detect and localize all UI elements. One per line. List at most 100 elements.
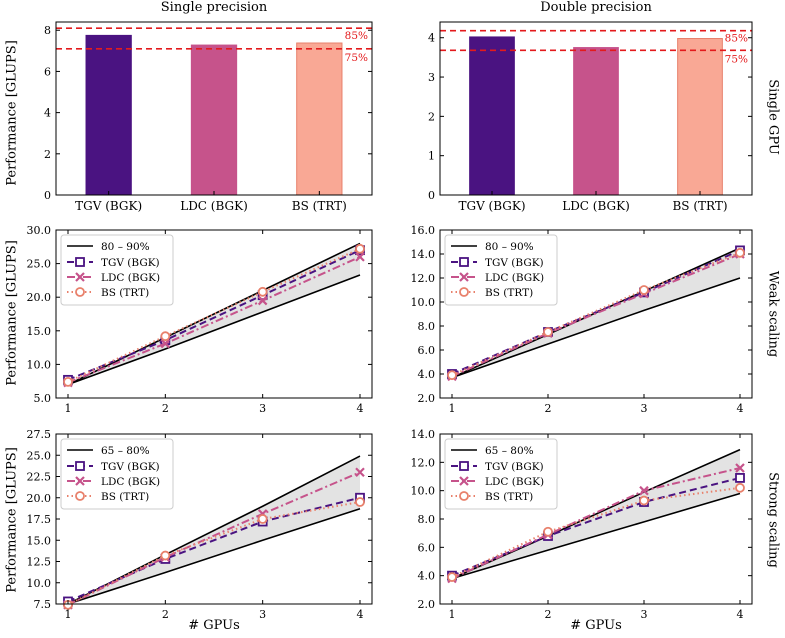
y-tick-label: 2 — [428, 110, 435, 123]
legend-label: LDC (BGK) — [101, 272, 160, 284]
point-bs-trt — [735, 482, 745, 493]
y-tick-label: 4.0 — [418, 368, 436, 381]
point-ldc-bgk — [355, 467, 365, 478]
y-tick-label: 16.0 — [411, 224, 436, 237]
y-tick-label: 20.0 — [27, 291, 52, 304]
series-line-tgv-bgk — [67, 249, 361, 381]
y-tick-label: 2 — [44, 148, 51, 161]
x-tick-label: TGV (BGK) — [75, 199, 142, 213]
x-tick-label: 2 — [162, 402, 169, 415]
x-tick-label: 3 — [641, 608, 648, 621]
axes-frame — [55, 229, 373, 399]
x-tick-label: LDC (BGK) — [562, 199, 630, 213]
legend-label-band: 80 – 90% — [485, 241, 534, 253]
y-tick-label: 12.0 — [411, 272, 436, 285]
legend-label: LDC (BGK) — [101, 476, 160, 488]
legend-label: TGV (BGK) — [101, 257, 160, 269]
x-tick-label: 3 — [641, 402, 648, 415]
band-lower-bound — [67, 508, 361, 605]
y-tick-label: 0 — [428, 189, 435, 202]
x-tick-label: TGV (BGK) — [458, 199, 525, 213]
y-tick-label: 2.0 — [418, 598, 436, 611]
x-tick-label: BS (TRT) — [672, 199, 727, 213]
y-tick-label: 25.0 — [27, 258, 52, 271]
band-upper-bound — [67, 242, 361, 386]
y-tick-label: 10.0 — [411, 485, 436, 498]
axes-frame — [439, 21, 753, 196]
legend-box — [60, 438, 174, 510]
legend: 65 – 80% TGV (BGK) LDC (BGK) BS (TRT) — [444, 438, 558, 510]
point-bs-trt — [355, 243, 365, 254]
point-bs-trt — [355, 497, 365, 507]
legend: 80 – 90% TGV (BGK) LDC (BGK) BS (TRT) — [60, 234, 174, 306]
point-bs-trt — [160, 331, 171, 342]
series-line-bs-trt — [451, 251, 741, 377]
y-tick-label: 8.0 — [418, 513, 436, 526]
x-tick-label: 4 — [737, 608, 744, 621]
legend-box — [444, 438, 558, 510]
column-title-single: Single precision — [160, 0, 268, 15]
legend-swatch-marker — [75, 476, 85, 486]
legend-box — [60, 234, 174, 306]
x-tick-label: 3 — [259, 608, 266, 621]
y-tick-label: 2.0 — [418, 392, 436, 405]
axes-frame — [55, 21, 373, 196]
y-tick-label: 30.0 — [27, 224, 52, 237]
y-tick-label: 8 — [44, 24, 51, 37]
point-ldc-bgk — [355, 252, 365, 262]
legend-swatch-marker — [459, 476, 469, 486]
bar-bs-trt- — [296, 42, 343, 196]
point-bs-trt — [257, 286, 268, 297]
legend-label: BS (TRT) — [101, 287, 149, 299]
y-tick-label: 3 — [428, 71, 435, 84]
series-line-ldc-bgk — [67, 255, 361, 384]
x-tick-label: BS (TRT) — [292, 199, 347, 213]
y-tick-label: 4 — [428, 32, 435, 45]
point-bs-trt — [639, 495, 649, 506]
legend-box — [444, 234, 558, 306]
y-tick-label: 20.0 — [27, 492, 52, 505]
legend-label: LDC (BGK) — [485, 272, 544, 284]
column-title-double: Double precision — [540, 0, 652, 15]
legend-swatch-marker — [459, 491, 469, 501]
point-bs-trt — [160, 550, 171, 561]
legend-label-band: 65 – 80% — [101, 445, 150, 457]
series-line-tgv-bgk — [451, 476, 741, 577]
y-tick-label: 6.0 — [418, 344, 436, 357]
y-tick-label: 5.0 — [34, 392, 52, 405]
series-line-tgv-bgk — [67, 496, 361, 603]
legend-swatch-marker — [75, 287, 85, 297]
panel-single-gpu-dp: TGV (BGK) LDC (BGK) BS (TRT) 85% 75% 0 1 2 3 4 — [428, 21, 753, 213]
x-tick-label: 2 — [162, 608, 169, 621]
y-tick-label: 15.0 — [27, 534, 52, 547]
y-tick-label: 12.5 — [27, 556, 52, 569]
x-tick-label: 1 — [449, 608, 456, 621]
y-tick-label: 25.0 — [27, 449, 52, 462]
point-bs-trt — [63, 376, 73, 387]
x-tick-label: 3 — [259, 402, 266, 415]
panel-strong-sp: 1 2 3 4 7.5 10.0 12.5 15.0 17.5 20.0 22.5 25.0 27.5 6… — [27, 428, 373, 621]
series-line-tgv-bgk — [451, 249, 741, 375]
legend-label: TGV (BGK) — [485, 461, 544, 473]
panel-strong-dp: 1 2 3 4 2.0 4.0 6.0 8.0 10.0 12.0 14.0 65 – 80% TGV … — [411, 428, 753, 621]
point-ldc-bgk — [735, 463, 745, 473]
y-tick-label: 27.5 — [27, 428, 52, 441]
y-tick-label: 6.0 — [418, 541, 436, 554]
legend-label: BS (TRT) — [101, 491, 149, 503]
point-bs-trt — [543, 526, 553, 537]
panel-weak-dp: 1 2 3 4 2.0 4.0 6.0 8.0 10.0 12.0 14.0 16.0 80 – 90%… — [411, 224, 753, 415]
x-tick-label: 1 — [65, 608, 72, 621]
legend-swatch-marker — [75, 491, 85, 501]
y-tick-label: 17.5 — [27, 513, 52, 526]
y-tick-label: 4.0 — [418, 570, 436, 583]
legend-swatch-marker — [459, 461, 469, 471]
axes-frame — [439, 433, 753, 605]
bar-bs-trt- — [677, 38, 723, 196]
legend-swatch-marker — [75, 272, 85, 282]
y-tick-label: 4 — [44, 107, 51, 120]
threshold-label: 85% — [345, 30, 368, 42]
band-lower-bound — [451, 277, 741, 379]
threshold-label: 75% — [725, 53, 748, 65]
series-line-ldc-bgk — [451, 467, 741, 580]
